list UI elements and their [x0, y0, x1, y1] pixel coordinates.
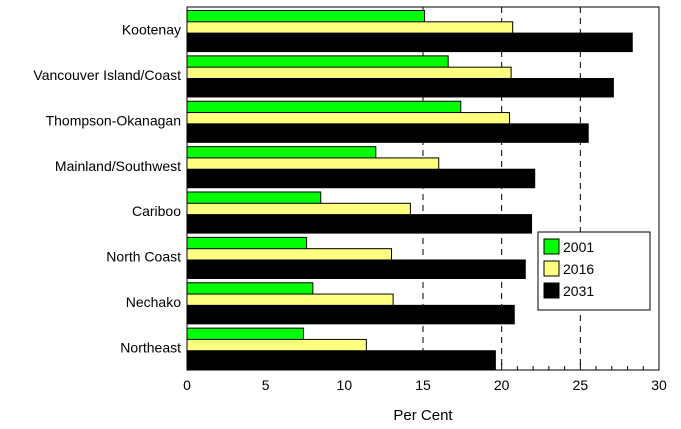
x-tick-label: 5: [262, 377, 270, 393]
bar-2031-4: [186, 214, 533, 234]
legend-swatch-2016: [543, 260, 560, 277]
bar-2031-7: [186, 350, 496, 370]
category-label: North Coast: [106, 249, 181, 265]
x-axis-title: Per Cent: [393, 407, 453, 424]
bar-2031-2: [186, 123, 589, 143]
bar-2031-5: [186, 259, 526, 279]
category-label: Northeast: [120, 339, 181, 355]
legend-label-2001: 2001: [563, 239, 594, 255]
y-axis: Kootenay Vancouver Island/Coast Thompson-O…: [33, 22, 181, 356]
legend: 2001 2016 2031: [537, 231, 651, 311]
category-label: Nechako: [126, 294, 181, 310]
x-axis: 0 5 10 15 20 25 30: [183, 363, 667, 393]
legend-swatch-2001: [543, 238, 560, 255]
x-tick-label: 25: [573, 377, 589, 393]
x-tick-label: 0: [183, 377, 191, 393]
bar-2031-6: [186, 304, 515, 325]
x-tick-label: 20: [494, 377, 510, 393]
bar-2031-0: [186, 32, 633, 53]
bar-2031-3: [186, 168, 536, 189]
bars: [186, 10, 633, 370]
legend-label-2016: 2016: [563, 261, 594, 277]
category-label: Cariboo: [132, 203, 181, 219]
x-tick-label: 15: [415, 377, 431, 393]
x-tick-label: 10: [337, 377, 353, 393]
category-label: Kootenay: [122, 22, 181, 38]
x-tick-label: 30: [651, 377, 667, 393]
legend-label-2031: 2031: [563, 283, 594, 299]
category-label: Vancouver Island/Coast: [33, 67, 181, 83]
bar-2031-1: [186, 77, 614, 98]
legend-swatch-2031: [543, 282, 560, 299]
category-label: Mainland/Southwest: [55, 158, 181, 174]
category-label: Thompson-Okanagan: [46, 112, 181, 128]
